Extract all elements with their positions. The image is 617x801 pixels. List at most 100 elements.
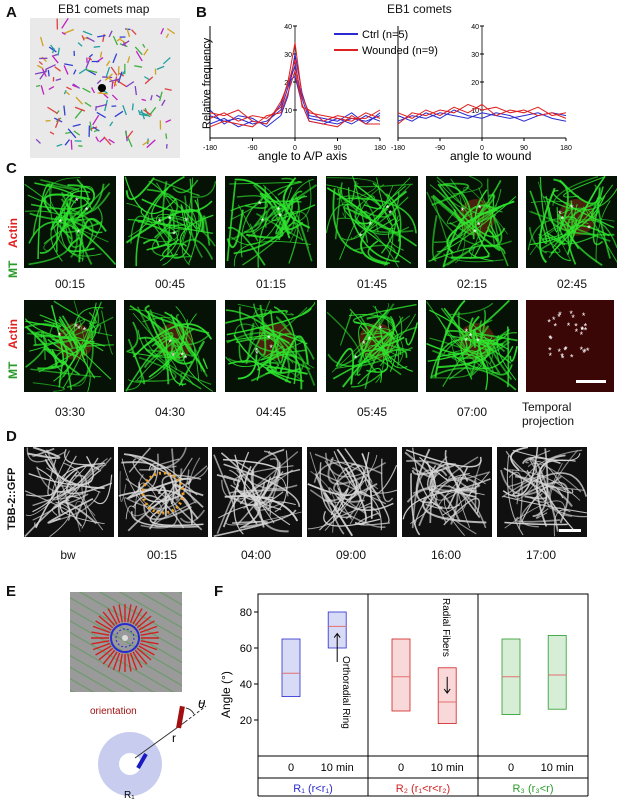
comet-trace (73, 69, 77, 75)
y-tick-label: 40 (240, 679, 252, 691)
plot-frame (257, 593, 589, 757)
x-tick-label: 0 (288, 762, 294, 774)
comet-trace (108, 30, 113, 38)
comet-trace (67, 128, 77, 139)
frame-time: 03:30 (54, 405, 86, 419)
comet-trace (62, 28, 75, 35)
radial-fiber (102, 611, 116, 627)
svg-text:*: * (83, 326, 87, 336)
mt-actin-frame: * * * * (526, 176, 617, 268)
x-tick-label: 90 (334, 145, 342, 152)
comet-trace (119, 43, 128, 48)
svg-text:*: * (461, 206, 465, 216)
comet-trace (111, 94, 118, 101)
radial-fiber (112, 605, 121, 624)
comet-trace (146, 139, 156, 149)
y-tick-label: 40 (284, 24, 292, 31)
svg-text:*: * (269, 343, 273, 353)
comet-trace (124, 130, 128, 137)
frame-time: 05:45 (356, 405, 388, 419)
comet-trace (134, 65, 143, 68)
svg-text:*: * (477, 220, 481, 230)
svg-text:*: * (570, 352, 574, 362)
series-line (397, 103, 567, 125)
comet-trace (93, 129, 99, 133)
x-tick-label: 180 (374, 145, 386, 152)
comet-trace (49, 131, 55, 135)
svg-text:*: * (386, 204, 390, 214)
comet-trace (103, 136, 112, 146)
temporal-projection-image: * * * * * * * * * * * * * * * * * * * * * * * * * * * * * * (526, 300, 614, 392)
comet-trace (96, 111, 106, 119)
tbb2-frame (307, 447, 397, 537)
comet-trace (48, 46, 57, 53)
comet-trace (122, 105, 127, 116)
comet-trace (86, 36, 95, 43)
comet-trace (121, 40, 130, 46)
radial-fiber (107, 608, 118, 625)
mt-actin-frame: * * * * (426, 300, 518, 392)
svg-text:*: * (584, 325, 588, 335)
series-line (209, 59, 381, 125)
svg-text:*: * (581, 326, 585, 336)
y-tick-label: 40 (471, 24, 479, 31)
radial-fiber (112, 652, 121, 671)
row-label-actin-1: Actin (6, 218, 20, 248)
svg-text:*: * (258, 200, 262, 210)
radial-fiber (92, 625, 111, 634)
panel-label-e: E (6, 583, 17, 600)
comet-trace (125, 81, 135, 88)
frame-time: 09:00 (335, 548, 367, 562)
comet-trace (162, 57, 171, 65)
radial-fiber (91, 631, 110, 636)
comet-trace (51, 55, 59, 64)
comet-trace (45, 64, 56, 71)
svg-text:*: * (553, 322, 557, 332)
comet-trace (51, 48, 55, 54)
radial-fiber (118, 604, 123, 623)
region-label: R₃ (r₃<r) (512, 783, 553, 795)
tbb2-frame (402, 447, 492, 537)
legend-wounded: Wounded (n=9) (362, 45, 438, 57)
x-tick-label: 10 min (431, 762, 464, 774)
comet-trace (104, 73, 113, 81)
svg-text:*: * (560, 215, 564, 225)
svg-text:*: * (580, 345, 584, 355)
radial-fiber (136, 647, 152, 661)
frame-time: 02:45 (556, 277, 588, 291)
svg-text:*: * (587, 224, 591, 234)
series-line (209, 68, 380, 128)
theta-label: θ (198, 700, 205, 711)
x-tick-label: 10 min (321, 762, 354, 774)
y-tick-label: 10 (471, 108, 479, 115)
svg-text:*: * (180, 351, 184, 361)
radial-fiber (140, 640, 159, 645)
comet-trace (82, 30, 93, 36)
svg-text:*: * (558, 310, 562, 320)
radial-fiber (134, 611, 148, 627)
svg-text:*: * (561, 354, 565, 364)
orientation-bar (176, 705, 185, 729)
comet-trace (64, 139, 71, 146)
comet-trace (134, 85, 137, 96)
comet-trace (164, 88, 172, 91)
x-tick-label: 90 (520, 145, 528, 152)
orientation-schematic: θ r orientation R₁ (90, 700, 207, 800)
comet-trace (84, 101, 92, 108)
svg-text:*: * (354, 353, 358, 363)
x-tick-label: 0 (508, 762, 514, 774)
radial-fiber (132, 651, 143, 668)
comet-trace (73, 130, 81, 136)
svg-text:*: * (584, 321, 588, 331)
svg-text:*: * (255, 346, 259, 356)
svg-text:*: * (465, 327, 469, 337)
comet-trace (103, 93, 109, 99)
r-label: r (172, 731, 176, 745)
comet-trace (56, 143, 63, 147)
comet-trace (61, 31, 66, 36)
panel-b-right-xlabel: angle to wound (450, 149, 531, 163)
panel-label-f: F (214, 583, 224, 600)
angle-box-plot: Angle (°) 20 40 60 80 0 10 min 0 10 min 0 10 min R… (219, 593, 589, 797)
svg-text:*: * (464, 336, 468, 346)
comet-trace (114, 110, 124, 118)
